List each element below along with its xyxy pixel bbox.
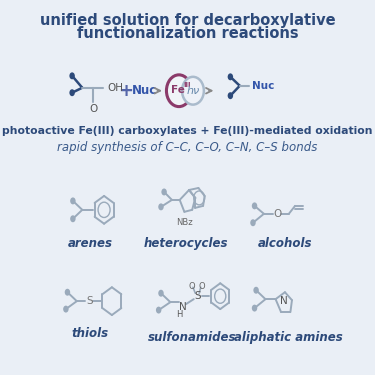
Circle shape	[228, 92, 233, 99]
Text: O: O	[89, 104, 97, 114]
Circle shape	[161, 189, 167, 195]
Text: O: O	[273, 209, 281, 219]
Text: S: S	[86, 296, 93, 306]
Text: NBz: NBz	[176, 218, 193, 227]
Circle shape	[158, 290, 164, 297]
Circle shape	[182, 77, 204, 105]
Circle shape	[69, 89, 75, 96]
Text: III: III	[184, 82, 191, 88]
Text: Nuc: Nuc	[252, 81, 274, 91]
Circle shape	[63, 306, 69, 313]
Text: S: S	[194, 291, 201, 301]
Circle shape	[252, 202, 257, 209]
Text: unified solution for decarboxylative: unified solution for decarboxylative	[40, 13, 335, 28]
Text: aliphatic amines: aliphatic amines	[234, 331, 342, 344]
Text: rapid synthesis of C–C, C–O, C–N, C–S bonds: rapid synthesis of C–C, C–O, C–N, C–S bo…	[57, 141, 318, 154]
Text: H: H	[176, 309, 182, 318]
Text: Nuc: Nuc	[132, 84, 157, 97]
Text: functionalization reactions: functionalization reactions	[76, 26, 298, 41]
Text: Fe: Fe	[171, 85, 185, 95]
Circle shape	[69, 72, 75, 79]
Circle shape	[70, 197, 76, 204]
Text: photoactive Fe(III) carboxylates + Fe(III)-mediated oxidation: photoactive Fe(III) carboxylates + Fe(II…	[2, 126, 373, 136]
Text: arenes: arenes	[68, 237, 112, 250]
Circle shape	[252, 304, 257, 312]
Text: N: N	[279, 296, 287, 306]
Text: OH: OH	[107, 83, 123, 93]
Text: O: O	[189, 282, 195, 291]
Text: alcohols: alcohols	[258, 237, 312, 250]
Text: heterocycles: heterocycles	[144, 237, 228, 250]
Circle shape	[70, 215, 76, 222]
Circle shape	[65, 289, 70, 296]
Circle shape	[158, 203, 164, 210]
Circle shape	[254, 287, 259, 294]
Text: sulfonamides: sulfonamides	[148, 331, 236, 344]
Text: hν: hν	[186, 86, 200, 96]
Circle shape	[228, 74, 233, 80]
Text: thiols: thiols	[72, 327, 109, 340]
Circle shape	[166, 75, 191, 106]
Text: N: N	[179, 302, 187, 312]
Circle shape	[156, 307, 161, 314]
Circle shape	[250, 219, 256, 226]
Text: O: O	[198, 282, 205, 291]
Text: +: +	[118, 82, 134, 100]
